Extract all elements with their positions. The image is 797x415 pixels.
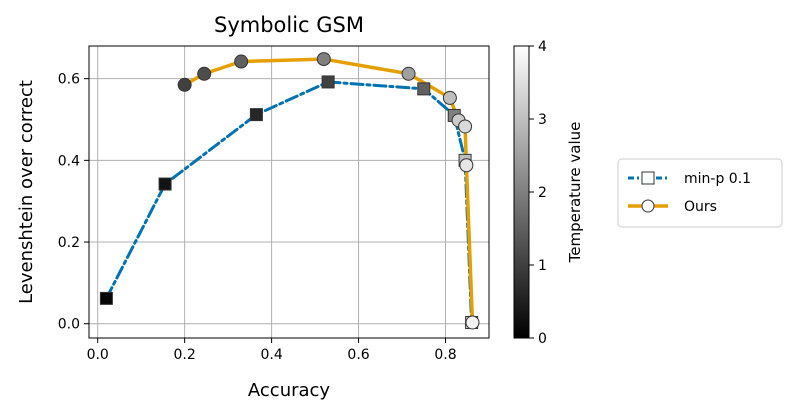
data-point-minp [417,82,431,96]
data-point-ours [177,77,192,92]
legend-swatches [628,171,668,213]
colorbar-tick-label: 2 [538,185,547,201]
plot-series [99,52,480,330]
data-point-ours [458,119,473,134]
legend: min-p 0.1 Ours [617,158,783,228]
legend-marker-circle [641,199,655,213]
colorbar-tick-label: 1 [538,258,547,274]
colorbar-ticks: 0 1 2 3 4 [529,39,547,347]
data-point-ours [401,66,416,81]
data-point-minp [99,291,113,305]
data-point-minp [158,177,172,191]
colorbar-tick-label: 3 [538,112,547,128]
series-line-minp [104,80,474,324]
colorbar [513,45,530,339]
data-point-minp [321,75,335,89]
axis-ticks: 0.0 0.2 0.4 0.6 0.8 0.0 0.2 0.4 0.6 [58,72,457,363]
legend-box [617,158,783,228]
colorbar-tick-label: 0 [538,331,547,347]
y-tick-label: 0.4 [58,153,80,169]
colorbar-label: Temperature value [566,122,584,264]
grid [89,46,489,338]
legend-marker-square [641,171,655,185]
data-point-ours [465,315,480,330]
y-axis-title: Levenshtein over correct [16,80,37,304]
legend-label-minp: min-p 0.1 [684,171,751,187]
y-tick-label: 0.6 [58,72,80,88]
chart-title: Symbolic GSM [214,13,364,37]
x-axis-title: Accuracy [248,380,331,401]
x-tick-label: 0.0 [87,347,109,363]
data-point-ours [459,158,474,173]
data-point-ours [234,54,249,69]
x-tick-label: 0.6 [347,347,369,363]
legend-label-ours: Ours [684,199,717,215]
data-point-ours [316,52,331,67]
y-tick-label: 0.0 [58,317,80,333]
x-tick-label: 0.4 [260,347,282,363]
data-point-ours [197,66,212,81]
colorbar-tick-label: 4 [538,39,547,55]
x-tick-label: 0.8 [434,347,456,363]
series-line-ours [182,57,475,325]
data-point-minp [249,108,263,122]
x-tick-label: 0.2 [174,347,196,363]
data-point-ours [442,90,457,105]
y-tick-label: 0.2 [58,235,80,251]
plot-frame [88,45,490,339]
